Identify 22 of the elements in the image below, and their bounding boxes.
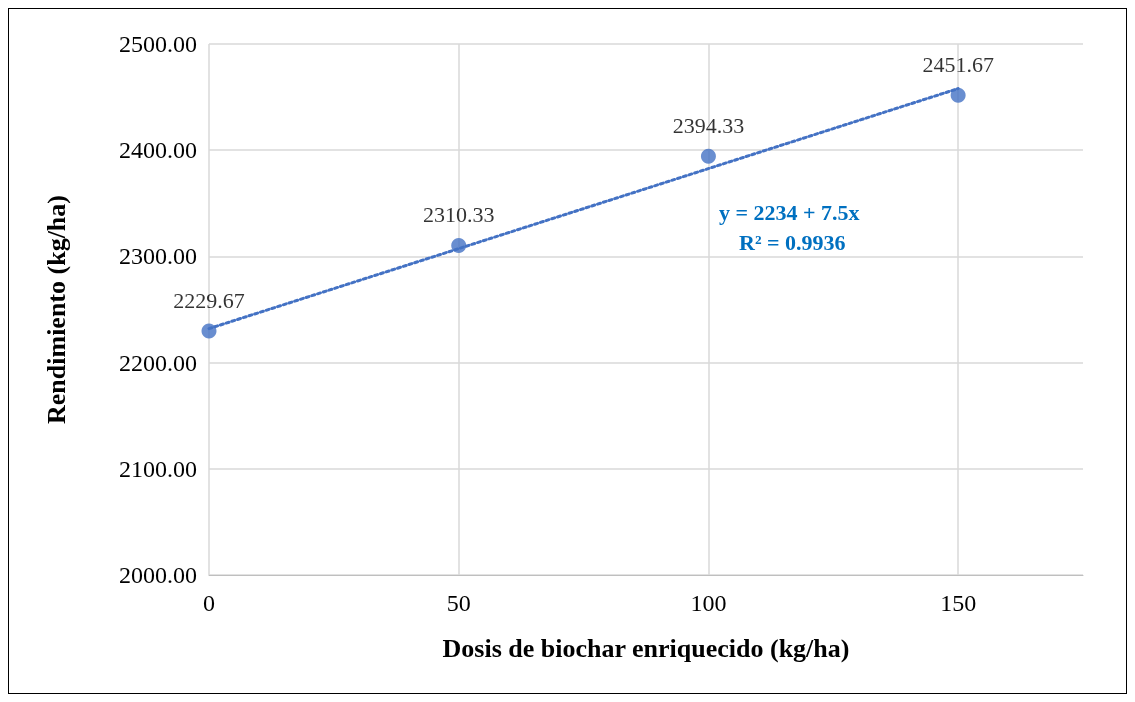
x-tick-label: 0 (203, 590, 215, 616)
annotation: y = 2234 + 7.5x (719, 199, 860, 225)
y-tick-label: 2100.00 (119, 455, 197, 482)
y-tick-label: 2200.00 (119, 349, 197, 376)
data-label: 2394.33 (672, 113, 745, 139)
annotation: R² = 0.9936 (739, 229, 846, 255)
x-axis-title: Dosis de biochar enriquecido (kg/ha) (442, 633, 850, 663)
y-tick-label: 2500.00 (119, 31, 197, 57)
y-tick-label: 2000.00 (119, 562, 197, 588)
y-tick-label: 2300.00 (119, 243, 197, 270)
data-label: 2451.67 (922, 52, 994, 78)
data-label: 2229.67 (173, 288, 245, 314)
y-axis-title: Rendimiento (kg/ha) (41, 195, 71, 424)
data-label: 2310.33 (422, 202, 495, 228)
x-tick-label: 50 (446, 590, 471, 616)
x-tick-label: 150 (940, 590, 977, 616)
x-tick-label: 100 (690, 590, 727, 616)
point (950, 87, 966, 103)
point (700, 148, 716, 164)
y-tick-label: 2400.00 (119, 137, 197, 164)
point (451, 237, 467, 253)
point (201, 323, 217, 339)
